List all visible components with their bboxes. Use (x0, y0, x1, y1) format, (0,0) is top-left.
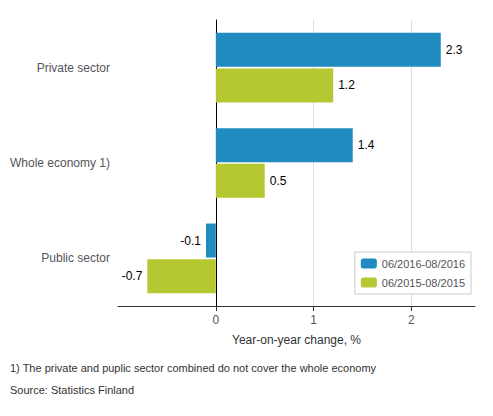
svg-text:-0.7: -0.7 (122, 269, 143, 283)
svg-text:1.4: 1.4 (358, 138, 375, 152)
svg-text:Public sector: Public sector (41, 251, 110, 265)
svg-text:06/2015-08/2015: 06/2015-08/2015 (382, 277, 465, 289)
svg-text:06/2016-08/2016: 06/2016-08/2016 (382, 258, 465, 270)
svg-text:Whole economy 1): Whole economy 1) (10, 156, 110, 170)
svg-text:Source: Statistics Finland: Source: Statistics Finland (10, 384, 134, 396)
svg-text:Private sector: Private sector (37, 61, 110, 75)
svg-text:0.5: 0.5 (270, 174, 287, 188)
svg-text:0: 0 (212, 313, 219, 327)
svg-text:Year-on-year change, %: Year-on-year change, % (232, 333, 361, 347)
svg-text:-0.1: -0.1 (180, 234, 201, 248)
svg-text:2.3: 2.3 (446, 43, 463, 57)
svg-text:2: 2 (408, 313, 415, 327)
svg-text:1: 1 (310, 313, 317, 327)
svg-text:1.2: 1.2 (338, 78, 355, 92)
svg-text:1) The private and puplic sect: 1) The private and puplic sector combine… (10, 362, 377, 374)
